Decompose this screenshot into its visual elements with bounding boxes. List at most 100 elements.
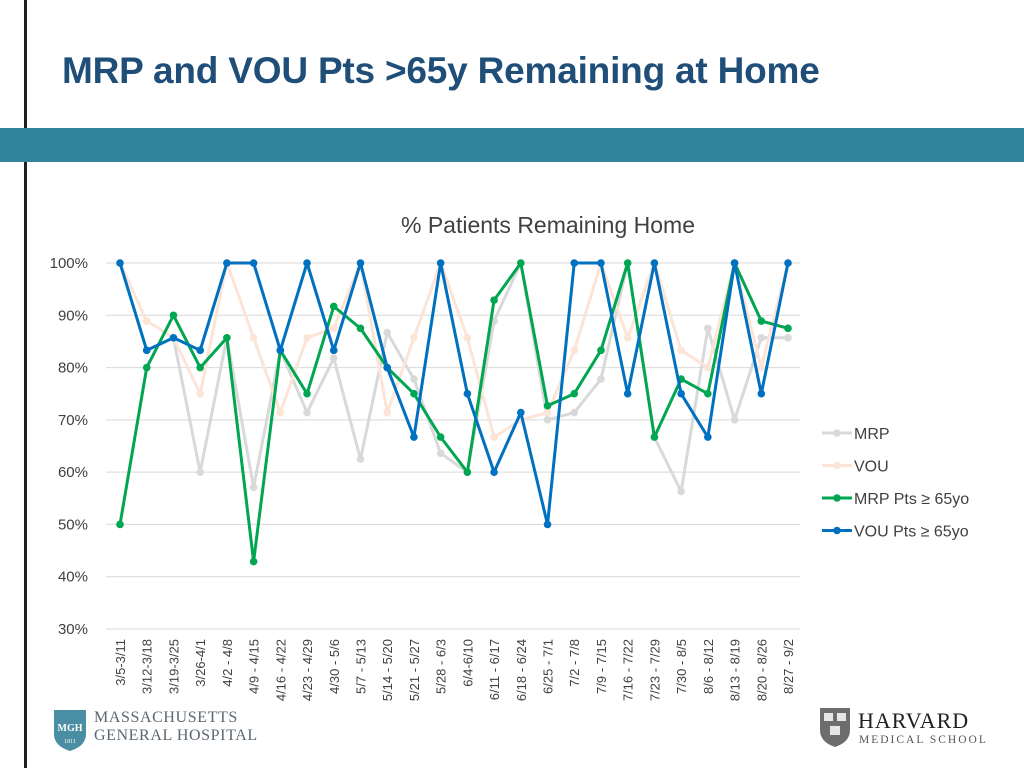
title-accent-band <box>0 128 1024 162</box>
mgh-badge-year: 1811 <box>64 739 76 745</box>
data-point <box>356 455 365 463</box>
y-tick-label: 40% <box>58 569 88 586</box>
data-point <box>329 324 338 333</box>
x-tick-label: 8/6 - 8/12 <box>701 639 716 694</box>
y-tick-label: 70% <box>58 412 88 429</box>
data-point <box>517 259 525 267</box>
x-axis-ticks: 3/5-3/11 3/12-3/18 3/19-3/25 3/26-4/1 4/2 - … <box>113 639 796 701</box>
legend-marker <box>833 461 841 470</box>
data-point <box>436 449 445 458</box>
x-tick-label: 5/14 - 5/20 <box>380 639 395 701</box>
y-tick-label: 90% <box>58 307 88 324</box>
data-point <box>784 259 792 267</box>
x-tick-label: 8/20 - 8/26 <box>754 639 769 701</box>
x-tick-label: 8/13 - 8/19 <box>728 639 743 701</box>
medical-school-label: MEDICAL SCHOOL <box>859 734 988 746</box>
legend-marker <box>833 494 841 502</box>
data-point <box>543 401 552 410</box>
x-tick-label: 5/28 - 6/3 <box>434 639 449 694</box>
data-point <box>543 408 552 417</box>
x-tick-label: 5/7 - 5/13 <box>353 639 368 694</box>
x-tick-label: 4/9 - 4/15 <box>247 639 262 694</box>
x-tick-label: 4/23 - 4/29 <box>300 639 315 701</box>
x-tick-label: 3/26-4/1 <box>193 639 208 687</box>
legend-item: VOU Pts ≥ 65yo <box>822 524 969 541</box>
data-point <box>249 333 258 342</box>
data-point <box>436 259 445 267</box>
x-tick-label: 7/23 - 7/29 <box>647 639 662 701</box>
y-axis-ticks: 100% 90% 80% 70% 60% 50% 40% 30% <box>50 255 88 638</box>
data-point <box>650 433 659 441</box>
data-point <box>757 389 766 398</box>
data-point <box>704 363 712 372</box>
x-tick-label: 5/21 - 5/27 <box>407 639 422 701</box>
data-point <box>463 468 472 476</box>
x-tick-label: 6/18 - 6/24 <box>514 639 529 701</box>
data-point <box>463 389 472 398</box>
data-point <box>169 311 178 320</box>
data-point <box>677 389 685 398</box>
x-tick-label: 4/2 - 4/8 <box>220 639 235 687</box>
data-point <box>677 487 685 496</box>
data-point <box>543 520 552 529</box>
x-tick-label: 3/5-3/11 <box>113 639 128 686</box>
series-line <box>118 261 790 439</box>
x-tick-label: 4/30 - 5/6 <box>327 639 342 694</box>
data-point <box>276 346 285 355</box>
x-tick-label: 6/25 - 7/1 <box>541 639 556 694</box>
data-point <box>757 333 766 342</box>
data-point <box>356 324 365 333</box>
x-tick-label: 7/9 - 7/15 <box>594 639 609 694</box>
x-tick-label: 6/4-6/10 <box>460 639 475 687</box>
data-point <box>463 333 472 342</box>
data-point <box>249 557 258 566</box>
data-point <box>597 346 605 355</box>
data-point <box>249 483 258 492</box>
harvard-shield-icon <box>820 708 850 747</box>
data-point <box>196 346 204 355</box>
data-point <box>757 363 766 372</box>
legend-item: MRP <box>822 426 890 443</box>
mgh-logo: MGH 1811 MASSACHUSETTS GENERAL HOSPITAL <box>52 708 292 754</box>
data-point <box>784 333 792 342</box>
data-point <box>329 354 338 362</box>
data-point <box>116 259 124 267</box>
data-point <box>704 389 712 398</box>
data-point <box>116 520 124 529</box>
x-tick-label: 8/27 - 9/2 <box>781 639 796 694</box>
legend-label: MRP <box>854 426 890 443</box>
data-point <box>142 363 151 372</box>
data-point <box>757 317 766 325</box>
legend-marker <box>833 429 841 437</box>
y-tick-label: 60% <box>58 464 88 481</box>
y-tick-label: 50% <box>58 516 88 533</box>
slide-title: MRP and VOU Pts >65y Remaining at Home <box>62 50 820 91</box>
data-point <box>704 324 712 333</box>
data-point <box>650 259 659 267</box>
data-point <box>597 259 605 267</box>
data-point <box>142 317 151 325</box>
data-point <box>383 408 392 417</box>
harvard-medical-school-logo: HARVARD MEDICAL SCHOOL <box>818 706 998 752</box>
data-point <box>490 296 498 304</box>
data-point <box>223 259 231 267</box>
harvard-name: HARVARD <box>858 708 970 733</box>
data-point <box>730 416 739 424</box>
data-point <box>303 259 311 267</box>
data-point <box>142 346 151 355</box>
data-point <box>490 468 498 476</box>
data-point <box>410 375 418 383</box>
left-border-rule <box>24 0 27 768</box>
series-line <box>118 261 790 526</box>
data-point <box>704 433 712 441</box>
mgh-name-line1: MASSACHUSETTS <box>94 709 238 726</box>
legend-marker <box>833 526 841 535</box>
data-point <box>169 333 178 342</box>
x-tick-label: 7/16 - 7/22 <box>621 639 636 701</box>
legend-label: VOU <box>854 459 889 476</box>
data-point <box>383 328 392 337</box>
data-point <box>196 468 204 476</box>
data-point <box>196 389 204 398</box>
data-point <box>570 259 579 267</box>
